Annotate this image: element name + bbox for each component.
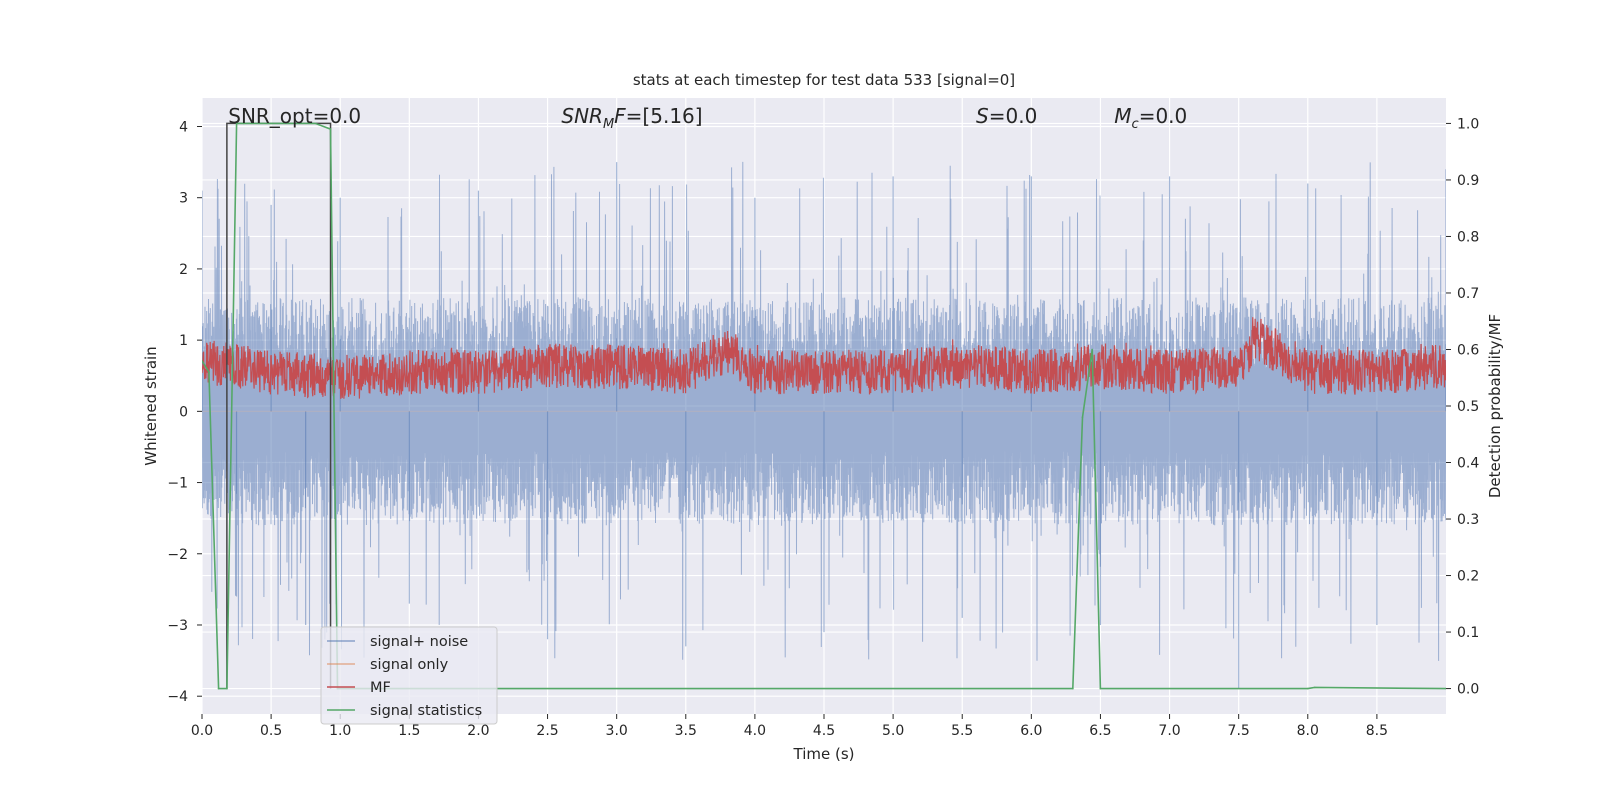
y-right-tick-label: 0.5 <box>1457 399 1479 415</box>
x-tick-label: 7.0 <box>1158 723 1180 739</box>
signal-statistics-point <box>1313 686 1316 689</box>
series-layer <box>202 122 1446 690</box>
signal-statistics-line <box>202 122 1446 690</box>
signal-statistics-point <box>1091 348 1093 351</box>
mf-point <box>754 371 756 373</box>
x-tick-label: 0.0 <box>191 723 213 739</box>
y-left-tick-label: −4 <box>167 689 188 705</box>
mf-point <box>1099 365 1102 368</box>
mf-point <box>684 371 687 373</box>
mf-point <box>1030 371 1033 373</box>
y-axis-right-label: Detection probability/MF <box>1486 314 1504 498</box>
legend: signal+ noise signal only MF signal statist… <box>320 626 498 725</box>
x-axis-label: Time (s) <box>793 745 855 763</box>
mf-point <box>823 371 825 373</box>
signal-statistics-point <box>235 122 238 125</box>
x-tick-label: 6.0 <box>1020 723 1042 739</box>
y-left-tick-label: 0 <box>179 404 188 420</box>
mf-point <box>615 365 618 368</box>
mf-point <box>1237 365 1240 368</box>
mf-point <box>1445 365 1446 368</box>
y-right-tick-label: 1.0 <box>1457 116 1479 132</box>
y-left-tick-label: −3 <box>167 618 188 634</box>
x-tick-label: 1.0 <box>329 723 351 739</box>
annotation-s: S=0.0 <box>976 104 1037 128</box>
chart-title: stats at each timestep for test data 533… <box>633 71 1015 89</box>
mf-point <box>339 376 342 379</box>
signal-statistics-point <box>314 122 317 125</box>
mf-point <box>961 365 964 368</box>
y-left-tick-label: 2 <box>179 262 188 278</box>
signal-statistics-point <box>242 122 245 125</box>
mf-point <box>892 371 894 373</box>
legend-box <box>320 626 498 725</box>
signal-noise-line <box>202 161 1446 661</box>
annotations: SNR_opt=0.0 SNRMF=[5.16] S=0.0 Mc=0.0 <box>228 104 1187 132</box>
x-tick-label: 4.5 <box>813 723 835 739</box>
signal-statistics-point <box>1081 416 1084 419</box>
x-tick-label: 3.5 <box>675 723 697 739</box>
y-right-tick-label: 0.4 <box>1457 456 1479 472</box>
x-tick-label: 3.0 <box>606 723 628 739</box>
signal-statistics-point <box>217 687 220 690</box>
signal-statistics-point <box>202 359 203 362</box>
annotation-mc: Mc=0.0 <box>1114 104 1187 132</box>
mf-point <box>1168 371 1171 373</box>
x-tick-label: 2.5 <box>536 723 558 739</box>
legend-label: signal+ noise <box>370 634 468 650</box>
legend-label: signal only <box>370 657 449 673</box>
y-left-tick-label: 3 <box>179 191 188 207</box>
y-right-tick-label: 0.1 <box>1457 625 1479 641</box>
x-tick-label: 7.5 <box>1228 723 1250 739</box>
mf-point <box>270 371 272 373</box>
mf-point <box>1376 371 1378 373</box>
y-right-tick-label: 0.9 <box>1457 173 1479 189</box>
signal-statistics-point <box>1306 687 1309 690</box>
signal-statistics-point <box>1072 687 1074 690</box>
legend-label: MF <box>370 680 391 696</box>
x-tick-label: 6.5 <box>1089 723 1111 739</box>
mf-point <box>477 371 480 373</box>
legend-label: signal statistics <box>370 703 482 719</box>
signal-statistics-point <box>329 128 332 130</box>
y-axis-left-label: Whitened strain <box>142 346 160 465</box>
y-left-tick-label: 1 <box>179 333 188 349</box>
x-tick-label: 8.5 <box>1366 723 1388 739</box>
y-left-tick-label: −1 <box>167 476 188 492</box>
y-right-tick-label: 0.2 <box>1457 569 1479 585</box>
x-tick-label: 2.0 <box>467 723 489 739</box>
x-tick-label: 8.0 <box>1297 723 1319 739</box>
annotation-snr-opt: SNR_opt=0.0 <box>228 104 361 128</box>
y-right-tick-label: 0.8 <box>1457 229 1479 245</box>
mf-point <box>726 348 729 351</box>
x-tick-label: 5.0 <box>882 723 904 739</box>
signal-statistics-point <box>208 371 210 373</box>
y-left-tick-label: 4 <box>179 119 188 135</box>
signal-statistics-point <box>226 687 228 690</box>
signal-statistics-point <box>1445 687 1446 690</box>
y-left-tick-label: −2 <box>167 547 188 563</box>
y-right-tick-label: 0.6 <box>1457 342 1479 358</box>
mf-point <box>408 371 411 373</box>
y-right-tick-label: 0.3 <box>1457 512 1479 528</box>
x-tick-label: 5.5 <box>951 723 973 739</box>
mf-line <box>202 317 1446 399</box>
x-tick-label: 1.5 <box>398 723 420 739</box>
x-tick-label: 0.5 <box>260 723 282 739</box>
y-right-tick-label: 0.7 <box>1457 286 1479 302</box>
x-tick-label: 4.0 <box>744 723 766 739</box>
signal-statistics-point <box>1099 687 1102 690</box>
y-right-tick-label: 0.0 <box>1457 682 1479 698</box>
mf-point <box>546 365 549 368</box>
mf-point <box>1306 371 1309 373</box>
mf-point <box>1255 337 1258 339</box>
annotation-snr-mf: SNRMF=[5.16] <box>561 104 702 132</box>
